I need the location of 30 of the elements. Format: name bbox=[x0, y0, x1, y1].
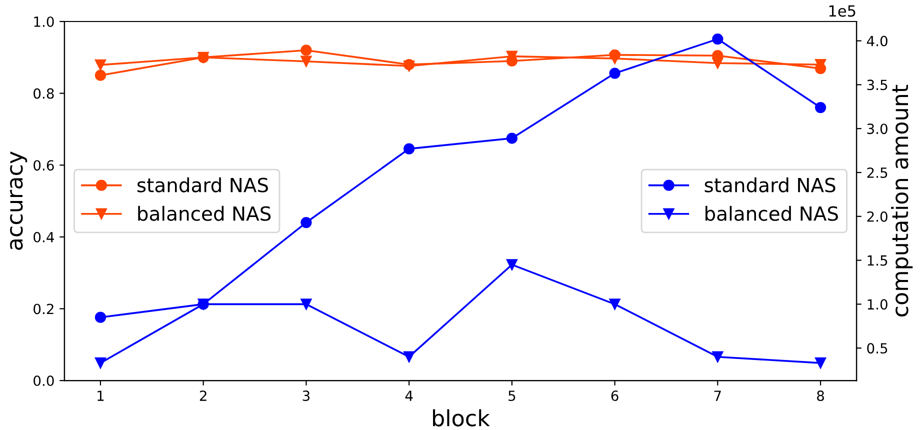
text: 1e5 bbox=[829, 5, 856, 17]
legend-label: balanced NAS bbox=[706, 206, 838, 221]
legend-label: standard NAS bbox=[704, 177, 836, 192]
x-tick-label: 4 bbox=[405, 390, 413, 401]
y2-tick-label: 4.0 bbox=[866, 36, 888, 46]
legend-label: standard NAS bbox=[137, 177, 268, 192]
y-tick-label: 0.6 bbox=[34, 160, 54, 171]
y-tick-label: 0.4 bbox=[34, 232, 54, 242]
y-tick-label: 1.0 bbox=[34, 16, 54, 27]
y2-tick-label: 2.5 bbox=[867, 167, 888, 178]
x-tick-label: 2 bbox=[200, 390, 206, 401]
y2-tick-label: 1.0 bbox=[868, 299, 888, 310]
x-axis-title: block bbox=[433, 409, 490, 426]
y2-tick-label: 2.0 bbox=[867, 211, 888, 222]
y2-tick-label: 3.5 bbox=[867, 80, 888, 90]
x-tick-label: 7 bbox=[714, 390, 721, 401]
x-tick-label: 3 bbox=[302, 390, 310, 402]
y2-tick-label: 3.0 bbox=[867, 124, 888, 134]
y-axis-title: accuracy bbox=[10, 152, 28, 250]
y-tick-label: 0.0 bbox=[34, 376, 54, 386]
x-tick-label: 1 bbox=[98, 390, 104, 401]
x-tick-label: 8 bbox=[817, 390, 824, 402]
y-tick-label: 0.8 bbox=[34, 88, 54, 99]
y-tick-label: 0.2 bbox=[34, 304, 54, 314]
legend-label: balanced NAS bbox=[138, 206, 271, 221]
y2-axis-title: computation amount bbox=[891, 84, 913, 316]
x-tick-label: 5 bbox=[508, 390, 516, 402]
x-tick-label: 6 bbox=[611, 390, 618, 402]
y2-tick-label: 0.5 bbox=[867, 343, 888, 354]
y2-tick-label: 1.5 bbox=[868, 255, 888, 266]
